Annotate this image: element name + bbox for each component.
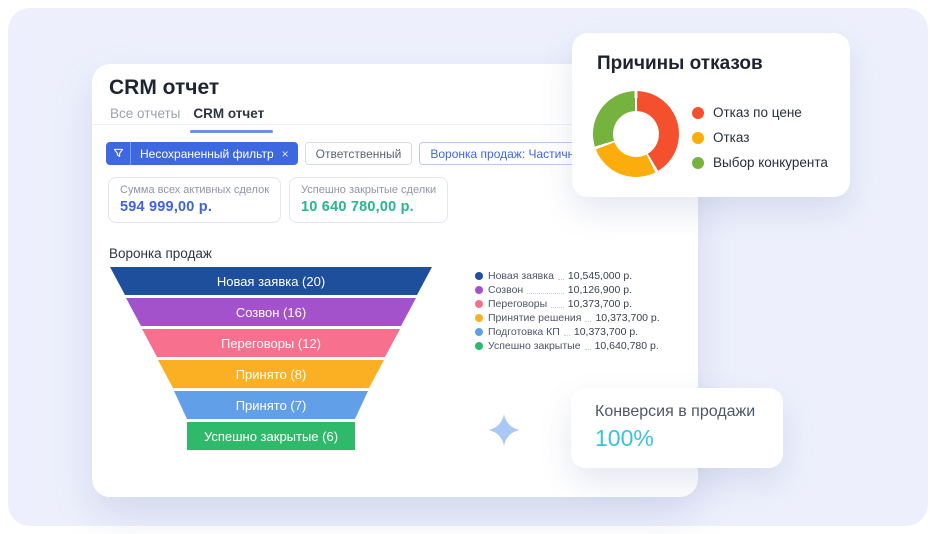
legend-label: Отказ [713,130,750,145]
funnel-stage[interactable]: Созвон (16) [110,298,432,326]
filter-funnel-icon [106,142,131,165]
refusal-reasons-title: Причины отказов [597,53,763,74]
legend-color-dot [475,342,483,350]
funnel-stage-bar: Принято (7) [174,391,368,419]
legend-label: Выбор конкурента [713,155,828,170]
funnel-stage-bar: Успешно закрытые (6) [187,422,355,450]
legend-label: Подготовка КП [488,326,560,338]
funnel-legend-row: Новая заявка 10,545,000 р. [475,269,632,283]
stat-label: Сумма всех активных сделок [120,184,270,196]
tab-crm-report[interactable]: CRM отчет [190,106,274,133]
reasons-legend: Отказ по цене Отказ Выбор конкурента [692,105,828,170]
legend-value: 10,126,900 р. [567,284,632,296]
legend-color-dot [475,286,483,294]
funnel-section-title: Воронка продаж [109,246,212,261]
legend-value: 10,373,700 р. [567,298,632,310]
legend-value: 10,373,700 р. [573,326,639,338]
page-title: CRM отчет [109,76,220,99]
sparkle-icon [488,414,520,446]
filter-chip-unsaved[interactable]: Несохраненный фильтр × [106,142,298,165]
legend-label: Созвон [488,284,524,296]
funnel-stage-bar: Принято (8) [158,360,384,388]
legend-label: Переговоры [488,298,548,310]
conversion-label: Конверсия в продажи [595,403,756,420]
reasons-legend-row: Отказ по цене [692,105,828,120]
reasons-legend-row: Отказ [692,130,828,145]
legend-color-dot [475,272,483,280]
legend-leader-line [563,335,570,336]
funnel-stage[interactable]: Переговоры (12) [110,329,432,357]
conversion-card: Конверсия в продажи 100% [571,388,783,468]
funnel-stage[interactable]: Новая заявка (20) [110,267,432,295]
sparkle-shape [488,414,520,446]
legend-color-dot [475,300,483,308]
filter-chip-unsaved-label: Несохраненный фильтр [140,146,274,161]
legend-label: Отказ по цене [713,105,802,120]
legend-value: 10,373,700 р. [595,312,660,324]
conversion-value: 100% [595,425,654,451]
report-tabs: Все отчеты CRM отчет [110,106,274,133]
legend-color-dot [475,314,483,322]
funnel-stage[interactable]: Принято (7) [110,391,432,419]
tab-all-reports[interactable]: Все отчеты [110,106,181,121]
funnel-stage-bar: Созвон (16) [126,298,416,326]
tab-crm-report-label: CRM отчет [193,106,265,121]
active-tab-underline [190,130,274,133]
funnel-stage[interactable]: Успешно закрытые (6) [110,422,432,450]
funnel-legend: Новая заявка 10,545,000 р. Созвон 10,126… [475,269,660,353]
legend-leader-line [551,307,564,308]
filter-chip-unsaved-close-icon[interactable]: × [281,146,289,161]
legend-label: Успешно закрытые [488,340,581,352]
stat-label: Успешно закрытые сделки [301,184,437,196]
funnel-legend-row: Переговоры 10,373,700 р. [475,297,632,311]
legend-leader-line [584,349,591,350]
legend-label: Принятие решения [488,312,582,324]
funnel-legend-row: Успешно закрытые 10,640,780 р. [475,339,659,353]
reasons-donut[interactable] [593,91,679,177]
filter-chip-responsible[interactable]: Ответственный [304,142,413,165]
reasons-legend-row: Выбор конкурента [692,155,828,170]
funnel-stage-bar: Переговоры (12) [142,329,400,357]
stat-value: 594 999,00 р. [120,199,213,215]
funnel-stage[interactable]: Принято (8) [110,360,432,388]
legend-leader-line [557,279,564,280]
legend-label: Новая заявка [488,270,554,282]
funnel-chart: Новая заявка (20) Созвон (16) Переговоры… [110,267,432,453]
stats-row: Сумма всех активных сделок 594 999,00 р.… [108,177,449,223]
tabs-divider [92,124,698,125]
legend-value: 10,640,780 р. [594,340,659,352]
funnel-legend-row: Принятие решения 10,373,700 р. [475,311,660,325]
stat-card-active-deals: Сумма всех активных сделок 594 999,00 р. [108,177,282,223]
legend-leader-line [527,293,564,294]
stat-card-closed-deals: Успешно закрытые сделки 10 640 780,00 р. [289,177,449,223]
legend-leader-line [585,321,592,322]
funnel-stage-bar: Новая заявка (20) [110,267,432,295]
funnel-legend-row: Подготовка КП 10,373,700 р. [475,325,638,339]
legend-color-dot [692,131,704,144]
funnel-legend-row: Созвон 10,126,900 р. [475,283,632,297]
legend-color-dot [692,156,704,169]
legend-value: 10,545,000 р. [567,270,633,282]
stat-value: 10 640 780,00 р. [301,199,414,215]
legend-color-dot [475,328,483,336]
refusal-reasons-card: Причины отказов Отказ по цене Отказ Выбо… [572,33,850,197]
legend-color-dot [692,106,704,119]
